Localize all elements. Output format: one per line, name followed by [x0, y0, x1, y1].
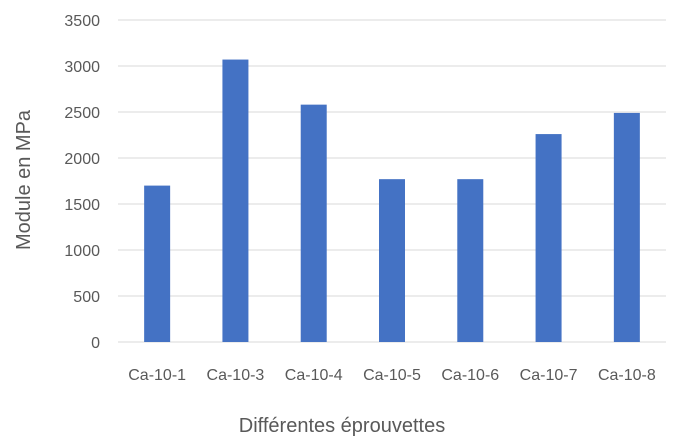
y-tick-label: 2000: [64, 151, 100, 168]
bar-Ca-10-7: [535, 134, 562, 342]
x-tick-label: Ca-10-7: [520, 367, 578, 384]
x-tick-label: Ca-10-6: [441, 367, 499, 384]
y-tick-label: 0: [91, 335, 100, 352]
bar-Ca-10-3: [222, 59, 249, 343]
bar-Ca-10-6: [457, 179, 484, 342]
y-tick-label: 2500: [64, 105, 100, 122]
y-tick-label: 1000: [64, 243, 100, 260]
bars: [144, 59, 640, 343]
x-axis-title: Différentes éprouvettes: [239, 415, 445, 437]
x-tick-label: Ca-10-4: [285, 367, 343, 384]
y-tick-label: 1500: [64, 197, 100, 214]
y-tick-label: 3500: [64, 13, 100, 30]
x-axis-ticks: Ca-10-1 Ca-10-3 Ca-10-4 Ca-10-5 Ca-10-6 Ca-10…: [128, 367, 656, 384]
x-tick-label: Ca-10-1: [128, 367, 186, 384]
y-axis-ticks: 0 500 1000 1500 2000 2500 3000 3500: [64, 13, 100, 352]
bar-Ca-10-4: [300, 104, 327, 342]
bar-Ca-10-1: [144, 185, 171, 342]
x-tick-label: Ca-10-3: [207, 367, 265, 384]
x-tick-label: Ca-10-8: [598, 367, 656, 384]
y-tick-label: 3000: [64, 59, 100, 76]
bar-Ca-10-5: [379, 179, 405, 342]
y-tick-label: 500: [73, 289, 100, 306]
bar-Ca-10-8: [613, 112, 640, 342]
y-axis-title: Module en MPa: [13, 109, 35, 250]
x-tick-label: Ca-10-5: [363, 367, 421, 384]
